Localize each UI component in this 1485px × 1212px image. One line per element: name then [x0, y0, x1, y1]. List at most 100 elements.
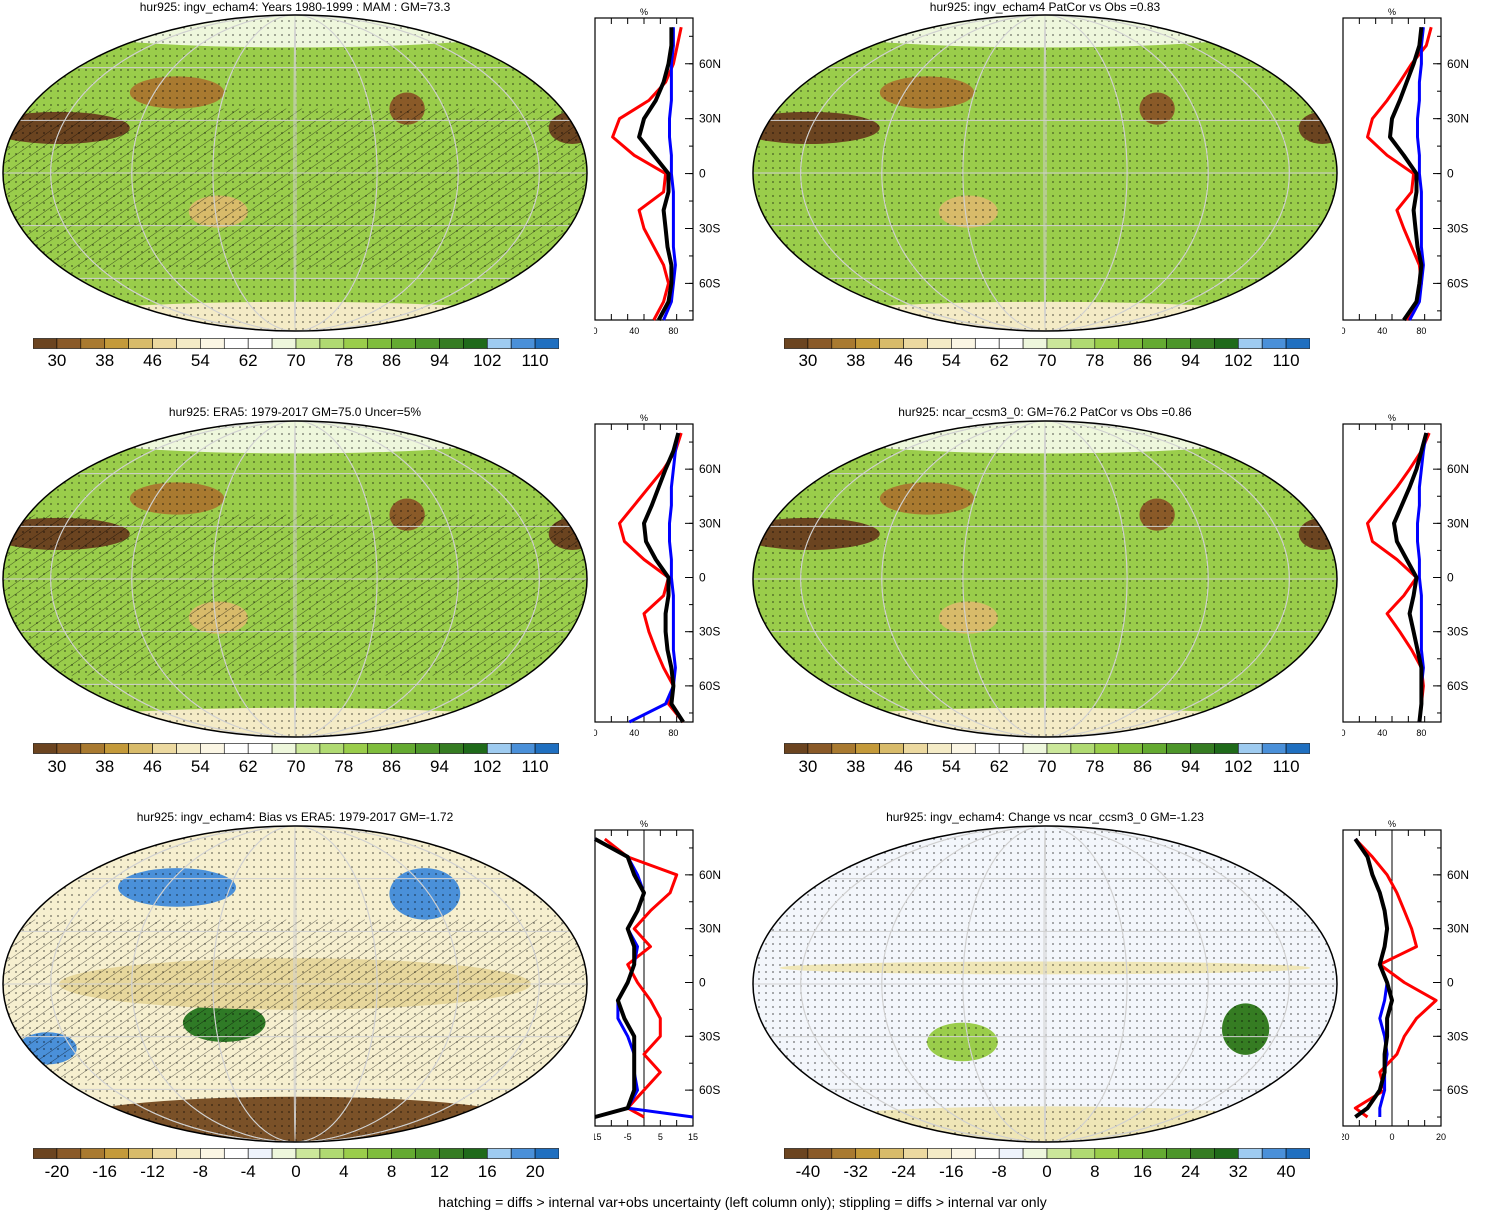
- profile-line-black: [1353, 837, 1394, 1119]
- colorbar-labels: 30 38 46 54 62 70 78 86 94 102 110: [784, 757, 1310, 779]
- profile-x-label: 15: [688, 1132, 698, 1142]
- colorbar-swatch: [1237, 338, 1263, 349]
- panel-title: hur925: ingv_echam4: Bias vs ERA5: 1979-…: [136, 810, 454, 824]
- colorbar-label: 78: [334, 757, 354, 776]
- colorbar-label: 54: [190, 351, 210, 370]
- colorbar-swatch: [33, 743, 58, 754]
- colorbar-swatch: [439, 743, 464, 754]
- colorbar-swatch: [998, 338, 1024, 349]
- lat-label: 60S: [1447, 276, 1468, 290]
- colorbar-swatch: [56, 1148, 82, 1159]
- colorbar-swatch: [998, 743, 1024, 754]
- lat-label: 30S: [699, 221, 720, 235]
- colorbar-swatch: [271, 1148, 297, 1159]
- colorbar-swatch: [415, 338, 440, 349]
- colorbar-swatch: [903, 1148, 928, 1159]
- colorbar-swatch: [486, 338, 512, 349]
- colorbar-label: 70: [1037, 351, 1057, 370]
- profile-line-red: [611, 26, 683, 321]
- profile-x-label: -5: [624, 1132, 632, 1142]
- colorbar-label: 12: [429, 1162, 449, 1181]
- colorbar-swatch: [1070, 338, 1096, 349]
- colorbar-label: 0: [1042, 1162, 1052, 1181]
- colorbar-label: 110: [1272, 757, 1300, 776]
- colorbar-swatch: [439, 338, 464, 349]
- profile-line-black: [1388, 26, 1424, 322]
- colorbar-swatch: [1094, 1148, 1120, 1159]
- profile-unit: %: [1388, 7, 1396, 17]
- colorbar-swatch: [104, 338, 129, 349]
- colorbar-swatch: [1214, 338, 1239, 349]
- colorbar-label: 70: [286, 757, 306, 776]
- colorbar-swatch: [200, 338, 225, 349]
- colorbar-label: 78: [1085, 757, 1105, 776]
- zonal-profile: % 60N 30N 0 30S 60S -15 -5 5 15: [594, 819, 721, 1142]
- colorbar-swatch: [223, 338, 249, 349]
- colorbar-swatch: [367, 338, 392, 349]
- colorbar-label: 62: [238, 757, 258, 776]
- profile-x-label: 40: [629, 326, 639, 336]
- colorbar-label: 86: [1133, 757, 1153, 776]
- colorbar-labels: 30 38 46 54 62 70 78 86 94 102 110: [784, 351, 1310, 373]
- colorbar-swatch: [1166, 1148, 1191, 1159]
- colorbar-label: 94: [1180, 757, 1200, 776]
- colorbar-swatch: [927, 1148, 952, 1159]
- profile-x-label: -15: [594, 1132, 602, 1142]
- colorbar-swatch: [1285, 338, 1310, 349]
- profile-line-blue: [662, 27, 677, 321]
- colorbar-label: 38: [846, 757, 866, 776]
- colorbar-label: -40: [795, 1162, 821, 1181]
- lat-label: 0: [699, 571, 706, 585]
- colorbar-swatch: [56, 338, 82, 349]
- panel-title: hur925: ingv_echam4: Years 1980-1999 : M…: [139, 0, 451, 14]
- colorbar-swatch: [831, 743, 857, 754]
- colorbar-label: 38: [95, 757, 115, 776]
- lat-label: 60S: [699, 276, 720, 290]
- colorbar-swatch: [80, 338, 106, 349]
- colorbar-swatch: [784, 338, 809, 349]
- colorbar-swatch: [1022, 338, 1048, 349]
- colorbar-swatch: [1237, 1148, 1263, 1159]
- colorbar-label: 32: [1228, 1162, 1248, 1181]
- colorbar-swatch: [367, 743, 392, 754]
- colorbar-swatch: [1285, 743, 1310, 754]
- colorbar-swatch: [463, 1148, 488, 1159]
- colorbar-swatch: [974, 1148, 1000, 1159]
- colorbar-label: 8: [386, 1162, 397, 1181]
- colorbar-swatch: [343, 743, 369, 754]
- colorbar-label: 30: [47, 757, 67, 776]
- colorbar-swatch: [176, 1148, 201, 1159]
- colorbar-swatch: [104, 1148, 129, 1159]
- colorbar: [784, 743, 1310, 754]
- profile-unit: %: [1388, 413, 1396, 423]
- colorbar-label: 62: [989, 351, 1009, 370]
- colorbar-swatch: [534, 338, 559, 349]
- profile-x-label: 0: [1342, 326, 1346, 336]
- lat-label: 60S: [1447, 679, 1468, 693]
- lat-label: 0: [699, 167, 706, 181]
- colorbar-swatch: [295, 1148, 321, 1159]
- colorbar-swatch: [855, 338, 880, 349]
- colorbar-label: 62: [238, 351, 258, 370]
- colorbar-label: 16: [477, 1162, 497, 1181]
- colorbar-swatch: [784, 1148, 809, 1159]
- colorbar: [33, 743, 559, 754]
- colorbar-swatch: [343, 1148, 369, 1159]
- colorbar-labels: -20 -16 -12 -8 -4 0 4 8 12 16 20: [33, 1162, 559, 1184]
- colorbar-swatch: [128, 338, 153, 349]
- colorbar-swatch: [391, 1148, 416, 1159]
- colorbar: [784, 338, 1310, 349]
- colorbar-swatch: [974, 743, 1000, 754]
- colorbar-swatch: [1190, 1148, 1215, 1159]
- colorbar-swatch: [1166, 338, 1191, 349]
- colorbar-swatch: [510, 338, 536, 349]
- lat-label: 60N: [1447, 57, 1469, 71]
- colorbar-label: 54: [941, 351, 961, 370]
- colorbar-label: 46: [894, 757, 913, 776]
- colorbar-swatch: [879, 1148, 904, 1159]
- colorbar-label: 30: [47, 351, 67, 370]
- colorbar-swatch: [807, 1148, 833, 1159]
- lat-label: 30S: [1447, 625, 1468, 639]
- colorbar-swatch: [1094, 338, 1120, 349]
- colorbar-swatch: [56, 743, 82, 754]
